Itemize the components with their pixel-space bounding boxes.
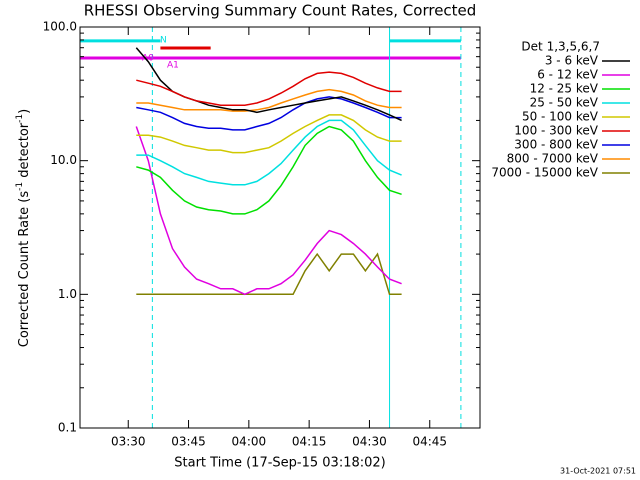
plot-frame [79, 26, 481, 429]
y-axis-label-part: -1 [15, 114, 25, 123]
footer-date: 31-Oct-2021 07:51 [560, 467, 636, 476]
series-line [136, 96, 402, 131]
x-tick-label: 04:30 [352, 435, 387, 449]
legend-label: 6 - 12 keV [537, 68, 599, 82]
y-tick-label: 1.0 [58, 287, 77, 301]
series-line [136, 88, 402, 112]
y-axis-label-part: ) [17, 109, 32, 114]
y-axis-label-part: Corrected Count Rate (s [17, 191, 32, 348]
legend-label: 12 - 25 keV [530, 82, 599, 96]
annotation: A0 [142, 54, 154, 64]
x-tick-label: 03:45 [171, 435, 206, 449]
x-tick-label: 03:30 [111, 435, 146, 449]
series-line [136, 119, 402, 186]
legend-title: Det 1,3,5,6,7 [521, 40, 600, 54]
x-axis-label: Start Time (17-Sep-15 03:18:02) [174, 456, 385, 471]
legend-label: 7000 - 15000 keV [491, 166, 598, 180]
y-axis-label-part: -1 [15, 182, 25, 191]
legend-label: 50 - 100 keV [522, 110, 599, 124]
annotation: N [160, 36, 167, 46]
series-line [135, 126, 402, 296]
series-line [136, 125, 402, 215]
chart-title: RHESSI Observing Summary Count Rates, Co… [84, 2, 477, 20]
y-tick-label: 100.0 [43, 20, 77, 34]
legend-label: 25 - 50 keV [530, 96, 599, 110]
y-axis-label-part: detector [17, 122, 32, 182]
x-tick-label: 04:00 [232, 435, 267, 449]
y-tick-label: 0.1 [58, 421, 77, 435]
series-line [136, 114, 402, 154]
legend-label: 3 - 6 keV [545, 54, 599, 68]
annotation: A1 [167, 61, 179, 71]
series-line [136, 71, 402, 106]
series-line [136, 252, 402, 296]
y-axis-label: Corrected Count Rate (s-1 detector-1) [15, 109, 32, 347]
legend-label: 800 - 7000 keV [507, 152, 599, 166]
x-tick-label: 04:45 [412, 435, 447, 449]
legend-label: 100 - 300 keV [514, 124, 598, 138]
x-tick-label: 04:15 [292, 435, 327, 449]
y-tick-label: 10.0 [50, 153, 77, 167]
legend-label: 300 - 800 keV [514, 138, 598, 152]
